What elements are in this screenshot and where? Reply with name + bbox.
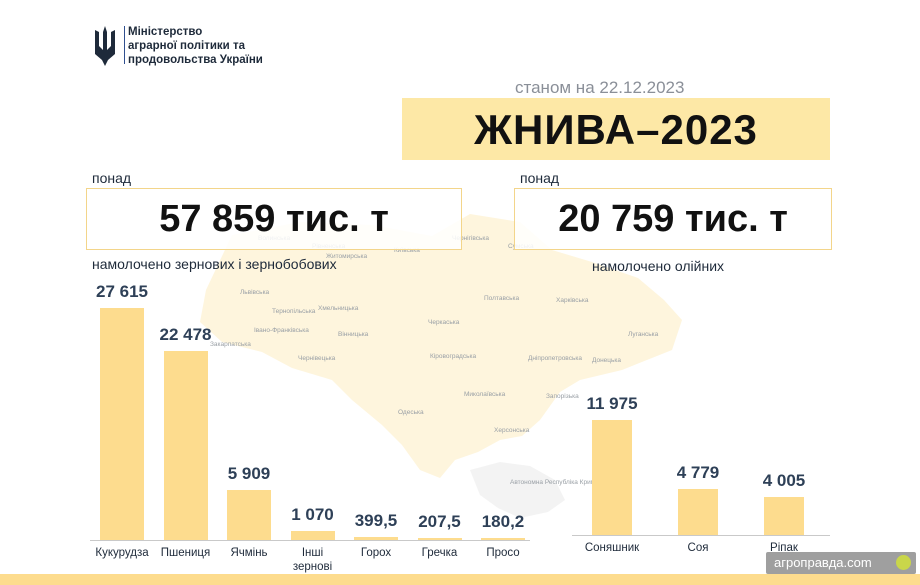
bar-5 bbox=[417, 538, 462, 540]
date-label: станом на 22.12.2023 bbox=[515, 78, 685, 97]
map-region-label: Харківська bbox=[556, 296, 589, 304]
grains-total: 57 859 тис. т bbox=[159, 198, 389, 240]
map-region-label: Чернігівська bbox=[452, 234, 489, 242]
oilseeds-total-box: 20 759 тис. т bbox=[514, 188, 832, 250]
map-region-label: Тернопільська bbox=[272, 307, 316, 315]
grains-total-box: 57 859 тис. т bbox=[86, 188, 462, 250]
bar-value-label: 22 478 bbox=[159, 325, 212, 345]
map-region-label: Херсонська bbox=[494, 427, 530, 434]
ministry-name: Міністерство аграрної політики та продов… bbox=[128, 25, 263, 67]
map-region-label: Дніпропетровська bbox=[528, 354, 582, 362]
map-region-label: Донецька bbox=[592, 357, 621, 364]
oilseeds-over-label: понад bbox=[520, 170, 560, 186]
watermark-text: агроправда.com bbox=[774, 555, 872, 570]
ministry-line-1: Міністерство bbox=[128, 26, 203, 38]
bar-3 bbox=[290, 531, 335, 540]
bar-value-label: 1 070 bbox=[291, 505, 334, 524]
category-label: Горох bbox=[360, 547, 392, 559]
category-label: Кукурудза bbox=[95, 547, 149, 559]
map-region-label: Черкаська bbox=[428, 319, 460, 326]
category-label: Інші зернові bbox=[292, 547, 333, 573]
map-region-label: Вінницька bbox=[338, 330, 369, 338]
category-label: Ячмінь bbox=[230, 547, 268, 559]
bottom-strip bbox=[0, 574, 920, 585]
map-region-label: Кіровоградська bbox=[430, 352, 476, 360]
bar-value-label: 180,2 bbox=[481, 512, 525, 531]
category-label: Соя bbox=[687, 542, 709, 554]
bar-value-label: 5 909 bbox=[227, 464, 271, 484]
grain-chart-axis bbox=[90, 540, 530, 541]
bar-6 bbox=[481, 538, 525, 540]
map-region-label: Київська bbox=[394, 247, 420, 254]
map-region-label: Луганська bbox=[628, 331, 659, 338]
grains-caption: намолочено зернових і зернобобових bbox=[92, 256, 337, 272]
page-title: ЖНИВА–2023 bbox=[474, 106, 758, 153]
category-label: Ріпак bbox=[770, 542, 798, 554]
map-region-label: Закарпатська bbox=[210, 341, 251, 348]
map-region-label: Автономна Республіка Крим bbox=[510, 478, 596, 486]
ministry-line-3: продовольства України bbox=[128, 54, 263, 66]
map-region-label: Житомирська bbox=[326, 253, 367, 260]
bar-2 bbox=[764, 496, 804, 535]
bar-0 bbox=[592, 420, 632, 535]
bar-1 bbox=[678, 489, 718, 535]
ministry-line-2: аграрної політики та bbox=[128, 40, 245, 52]
map-region-label: Полтавська bbox=[484, 295, 519, 302]
bar-value-label: 4 005 bbox=[762, 470, 806, 490]
category-label: Просо bbox=[486, 547, 520, 559]
bar-value-label: 207,5 bbox=[418, 512, 461, 531]
ukraine-outline bbox=[200, 214, 682, 478]
bar-2 bbox=[227, 490, 271, 540]
bar-1 bbox=[163, 351, 208, 540]
crimea-outline bbox=[470, 462, 565, 518]
oilseeds-total: 20 759 тис. т bbox=[558, 198, 788, 240]
watermark-logo-icon bbox=[896, 555, 911, 570]
category-label: Соняшник bbox=[584, 542, 640, 554]
category-label: Пшениця bbox=[160, 547, 211, 559]
map-region-label: Львівська bbox=[240, 288, 270, 296]
oilseeds-caption: намолочено олійних bbox=[592, 258, 725, 274]
title-box: ЖНИВА–2023 bbox=[402, 98, 830, 160]
watermark: агроправда.com bbox=[766, 552, 916, 574]
trident-icon bbox=[95, 26, 115, 66]
grains-over-label: понад bbox=[92, 170, 132, 186]
category-label: Гречка bbox=[421, 547, 458, 559]
bar-value-label: 399,5 bbox=[354, 510, 398, 530]
bar-value-label: 27 615 bbox=[96, 282, 148, 301]
map-region-label: Одеська bbox=[398, 409, 424, 416]
map-region-label: Хмельницька bbox=[318, 305, 359, 312]
map-region-label: Івано-Франківська bbox=[254, 326, 309, 334]
map-region-label: Запорізька bbox=[546, 392, 579, 400]
map-region-label: Чернівецька bbox=[298, 354, 336, 362]
header-divider bbox=[124, 26, 125, 64]
oilseed-chart-axis bbox=[572, 535, 830, 536]
bar-0 bbox=[100, 308, 144, 540]
bar-value-label: 4 779 bbox=[676, 463, 720, 483]
map-region-label: Миколаївська bbox=[464, 391, 506, 398]
bar-value-label: 11 975 bbox=[586, 394, 638, 413]
bar-4 bbox=[354, 536, 398, 540]
